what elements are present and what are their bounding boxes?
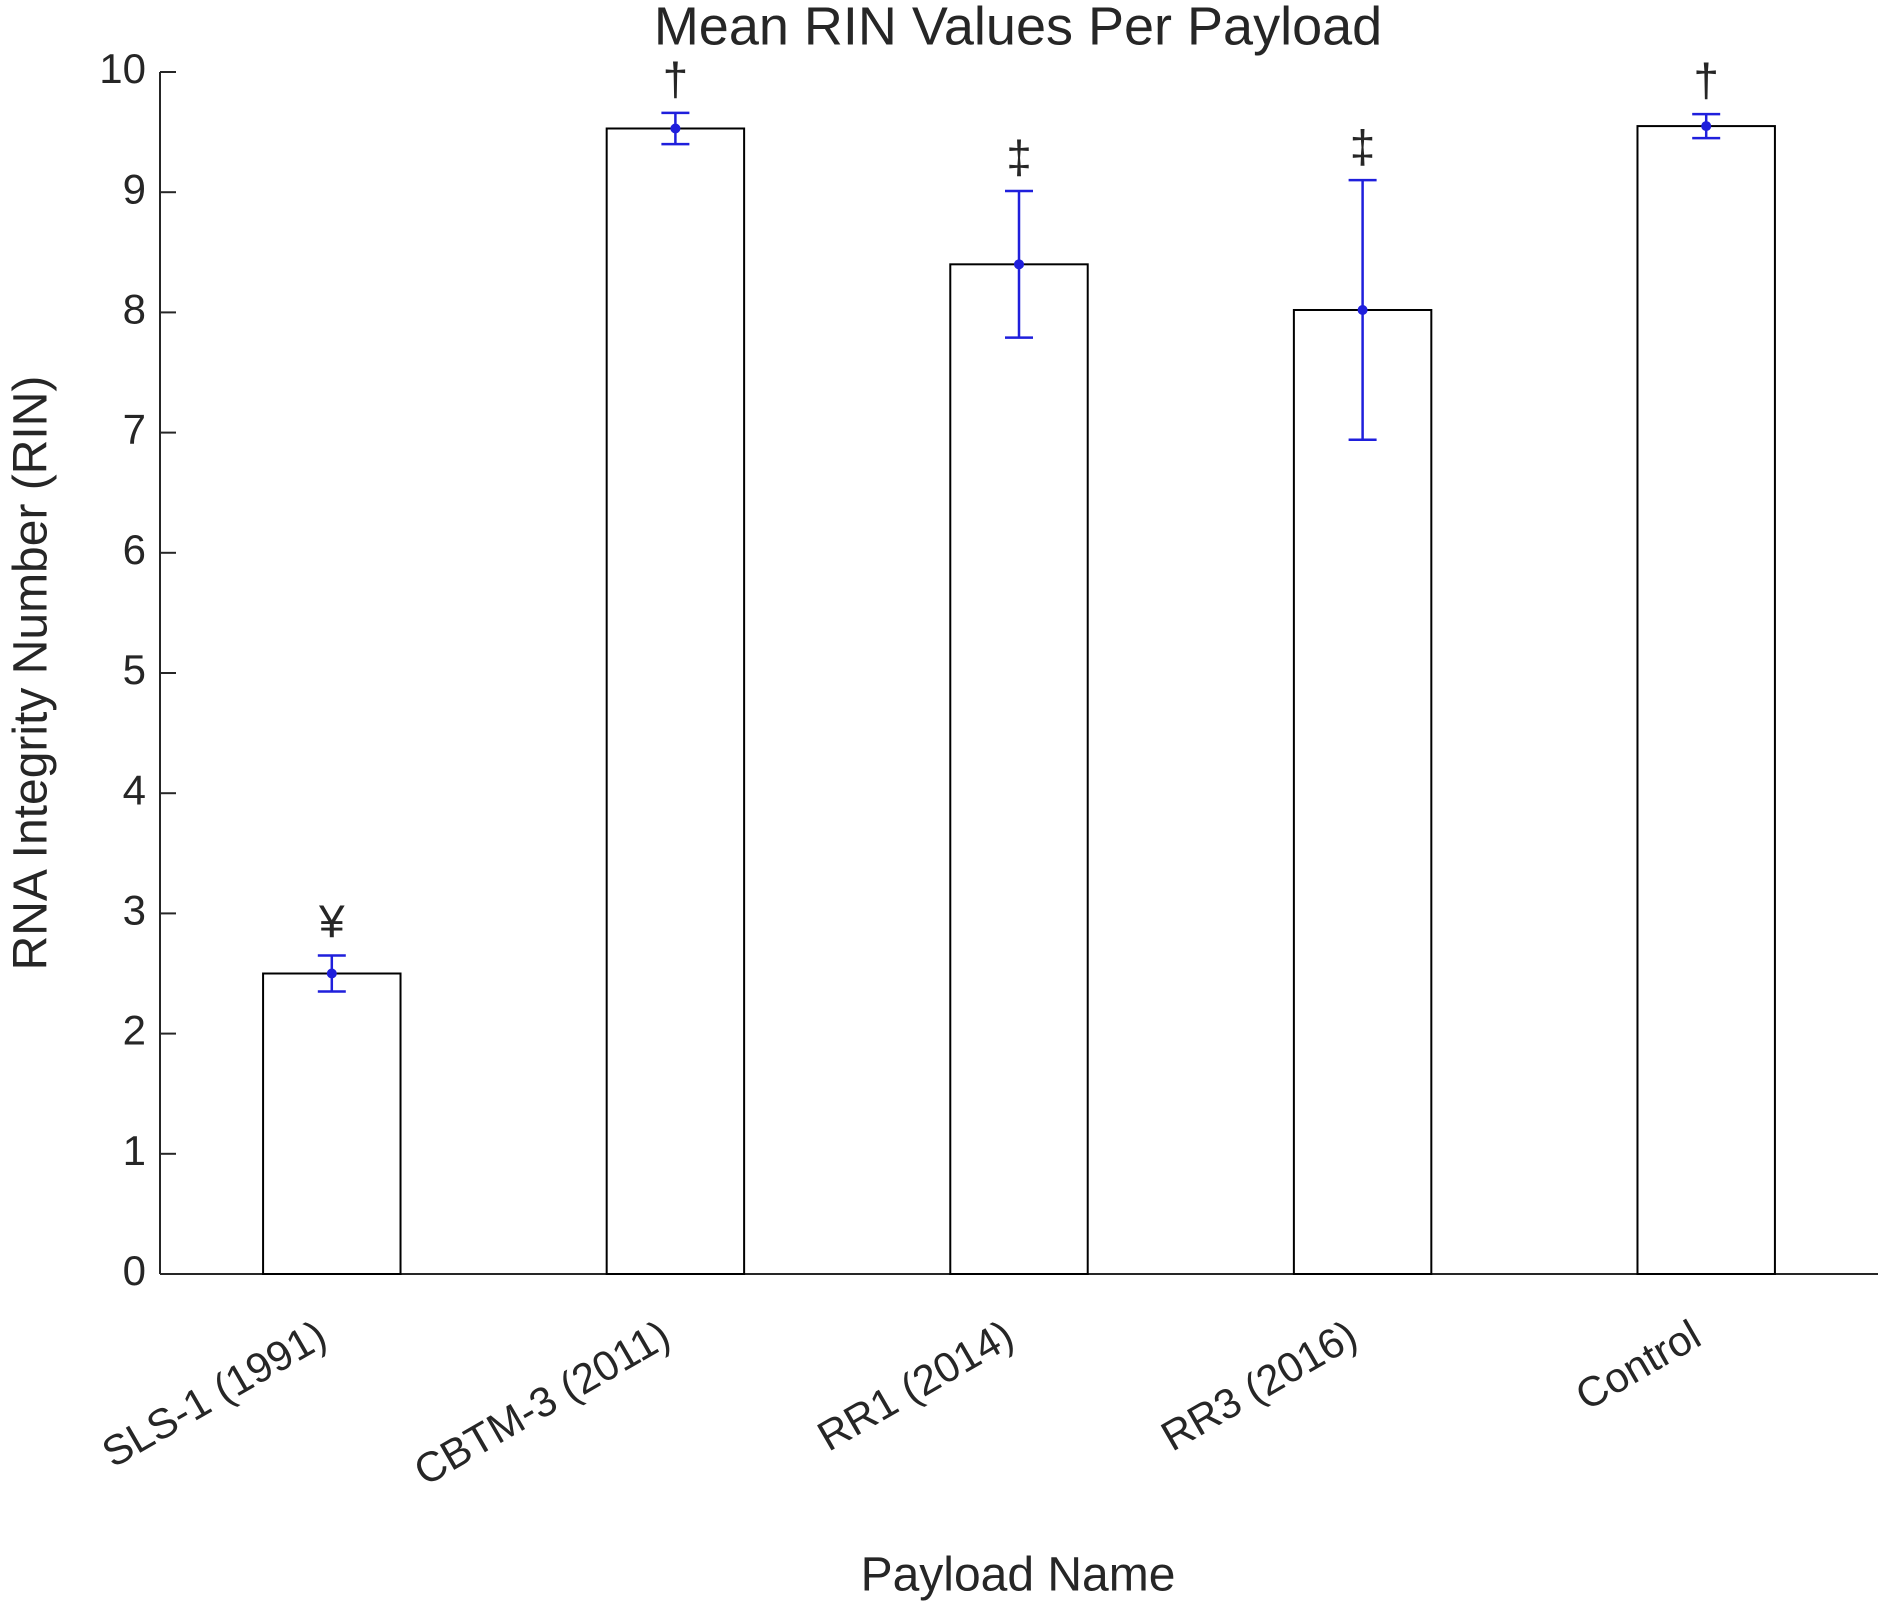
y-tick-label: 1 <box>123 1127 146 1174</box>
y-tick-label: 8 <box>123 285 146 332</box>
mean-point <box>1014 259 1024 270</box>
y-tick-label: 10 <box>99 45 146 92</box>
annotation: ‡ <box>1006 131 1032 183</box>
y-axis-label: RNA Integrity Number (RIN) <box>5 376 58 971</box>
bar <box>1292 308 1433 1276</box>
mean-point <box>1701 121 1712 132</box>
mean-point <box>326 968 337 979</box>
y-tick-label: 2 <box>123 1007 146 1054</box>
x-tick-label: RR1 (2014) <box>810 1311 1022 1460</box>
y-tick-label: 3 <box>123 886 146 933</box>
annotation: † <box>663 53 689 105</box>
chart-title: Mean RIN Values Per Payload <box>654 0 1382 56</box>
bar <box>262 972 402 1275</box>
bar <box>949 263 1089 1275</box>
bar <box>605 127 746 1275</box>
mean-point <box>670 123 681 134</box>
mean-point <box>1357 304 1368 315</box>
y-tick-label: 7 <box>123 406 146 453</box>
x-tick-label: CBTM-3 (2011) <box>406 1311 677 1495</box>
y-tick-label: 0 <box>123 1247 146 1294</box>
annotation: ¥ <box>318 896 345 948</box>
annotation: † <box>1693 54 1719 106</box>
x-tick-label: Control <box>1567 1311 1708 1419</box>
y-tick-label: 4 <box>123 766 146 813</box>
x-tick-label: SLS-1 (1991) <box>94 1311 334 1477</box>
x-axis-label: Payload Name <box>861 1549 1176 1602</box>
bar <box>1636 125 1776 1276</box>
y-tick-label: 6 <box>123 526 146 573</box>
y-tick-label: 9 <box>123 165 146 212</box>
annotation: ‡ <box>1350 120 1376 172</box>
x-tick-label: RR3 (2016) <box>1153 1311 1365 1460</box>
y-tick-label: 5 <box>123 646 146 693</box>
